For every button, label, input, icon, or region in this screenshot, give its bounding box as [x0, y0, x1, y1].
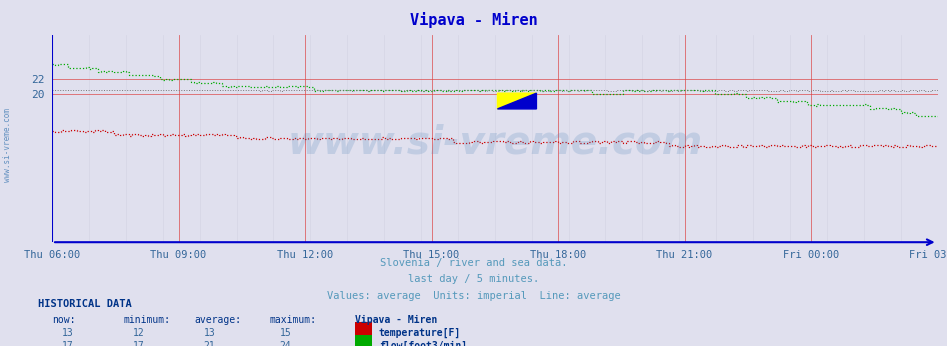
Text: 21: 21 — [204, 341, 215, 346]
Text: 12: 12 — [133, 328, 144, 338]
Text: Slovenia / river and sea data.: Slovenia / river and sea data. — [380, 258, 567, 268]
Text: 17: 17 — [62, 341, 73, 346]
Text: maximum:: maximum: — [270, 315, 317, 325]
Text: 17: 17 — [133, 341, 144, 346]
Text: flow[foot3/min]: flow[foot3/min] — [379, 341, 467, 346]
Text: Vipava - Miren: Vipava - Miren — [410, 12, 537, 28]
Text: 13: 13 — [62, 328, 73, 338]
Text: 15: 15 — [279, 328, 291, 338]
Text: www.si-vreme.com: www.si-vreme.com — [287, 124, 703, 162]
Text: last day / 5 minutes.: last day / 5 minutes. — [408, 274, 539, 284]
Text: Values: average  Units: imperial  Line: average: Values: average Units: imperial Line: av… — [327, 291, 620, 301]
Polygon shape — [497, 93, 536, 109]
Text: average:: average: — [194, 315, 241, 325]
Text: temperature[F]: temperature[F] — [379, 328, 461, 338]
Text: now:: now: — [52, 315, 76, 325]
Text: 13: 13 — [204, 328, 215, 338]
Text: www.si-vreme.com: www.si-vreme.com — [3, 108, 12, 182]
Text: Vipava - Miren: Vipava - Miren — [355, 315, 438, 325]
Polygon shape — [497, 93, 536, 109]
Text: 24: 24 — [279, 341, 291, 346]
Text: minimum:: minimum: — [123, 315, 170, 325]
Text: HISTORICAL DATA: HISTORICAL DATA — [38, 299, 132, 309]
